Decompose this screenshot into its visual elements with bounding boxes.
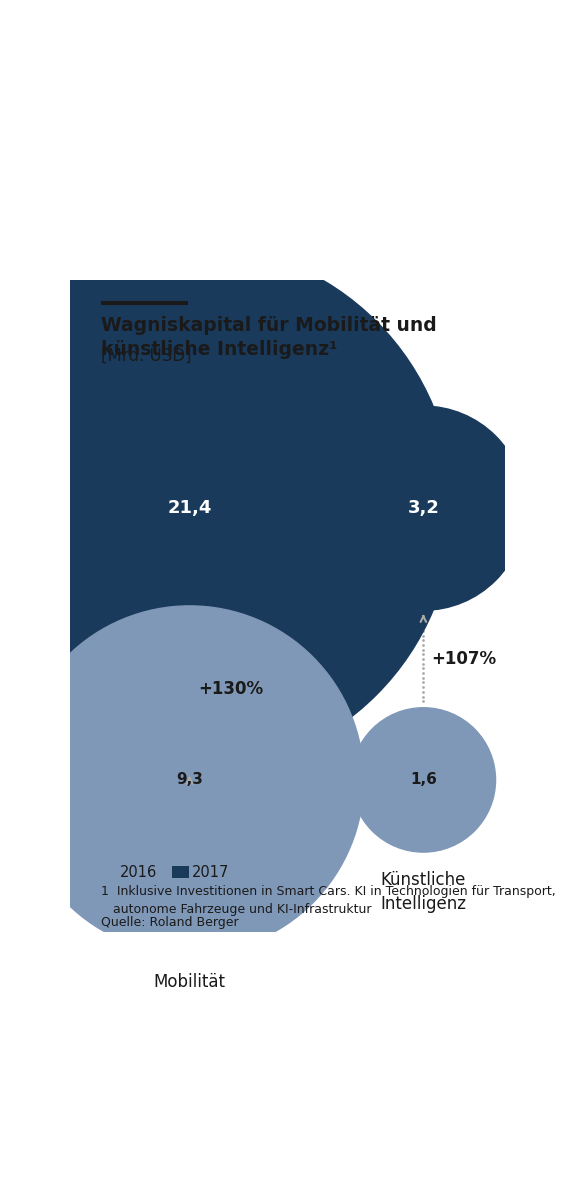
Text: 1  Inklusive Investitionen in Smart Cars. KI in Technologien für Transport,
   a: 1 Inklusive Investitionen in Smart Cars.… (100, 886, 555, 916)
Circle shape (16, 606, 364, 954)
Text: 3,2: 3,2 (407, 499, 439, 517)
Text: 9,3: 9,3 (176, 773, 203, 787)
Text: 1,6: 1,6 (410, 773, 437, 787)
Text: Wagniskapital für Mobilität und
künstliche Intelligenz¹: Wagniskapital für Mobilität und künstlic… (100, 316, 436, 359)
Circle shape (321, 406, 526, 611)
Text: Quelle: Roland Berger: Quelle: Roland Berger (100, 917, 238, 930)
Text: 2017: 2017 (192, 864, 229, 880)
Text: +107%: +107% (431, 650, 496, 668)
Text: Künstliche
Intelligenz: Künstliche Intelligenz (380, 871, 466, 913)
Circle shape (351, 708, 495, 852)
Text: [Mrd. USD]: [Mrd. USD] (100, 347, 191, 365)
Text: 2016: 2016 (120, 864, 158, 880)
Text: 21,4: 21,4 (168, 499, 212, 517)
Text: +130%: +130% (198, 680, 263, 698)
Text: Mobilität: Mobilität (154, 973, 226, 991)
Circle shape (0, 244, 454, 772)
FancyBboxPatch shape (100, 866, 117, 878)
FancyBboxPatch shape (172, 866, 189, 878)
